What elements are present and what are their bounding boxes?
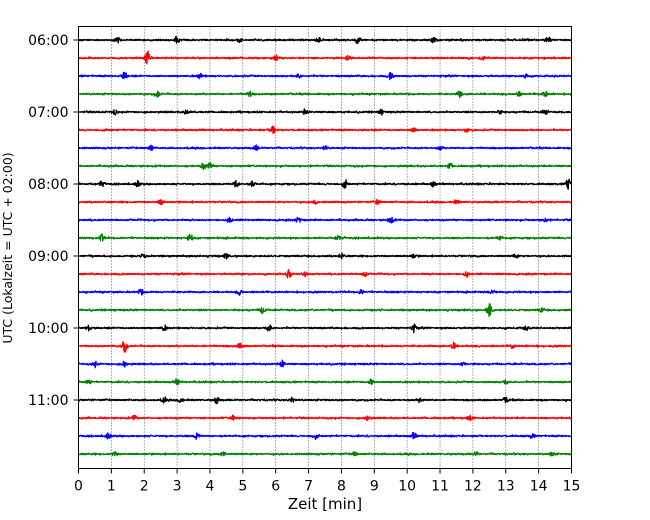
trace-row-0600 [78,35,573,44]
trace-row-1045 [77,378,573,386]
x-axis-label: Zeit [min] [288,495,362,513]
x-tick-label: 0 [74,479,83,495]
trace-row-0900 [78,252,572,260]
trace-row-0815 [77,198,573,206]
trace-row-1145 [78,451,573,457]
x-tick-label: 3 [173,479,182,495]
trace-row-0745 [77,161,573,171]
x-tick-label: 9 [370,479,379,495]
y-tick-label: 09:00 [28,249,68,265]
plot-frame [78,26,572,469]
x-tick-label: 2 [140,479,149,495]
x-tick-label: 7 [304,479,313,495]
trace-row-0730 [78,144,572,152]
y-tick-label: 06:00 [28,33,68,49]
trace-group [77,35,573,457]
trace-row-0845 [78,233,573,242]
trace-row-0630 [78,71,573,81]
trace-row-1015 [77,340,573,353]
x-tick-label: 4 [206,479,215,495]
y-axis-label: UTC (Lokalzeit = UTC + 02:00) [0,152,15,343]
x-tick-label: 13 [497,479,515,495]
x-tick-label: 15 [563,479,581,495]
trace-row-0615 [77,50,573,65]
x-axis-ticks: 0 1 2 3 4 5 6 7 8 9 10 11 12 13 14 15 [74,468,581,495]
x-tick-label: 10 [398,479,416,495]
trace-row-1000 [78,323,573,334]
trace-row-0800 [77,178,573,190]
trace-row-0915 [77,268,572,279]
trace-row-0945 [78,303,573,317]
x-tick-label: 11 [431,479,449,495]
trace-row-1100 [78,396,573,405]
trace-row-0830 [78,216,573,224]
x-tick-label: 12 [464,479,482,495]
trace-row-1130 [77,431,572,441]
x-tick-label: 8 [337,479,346,495]
trace-row-0700 [78,108,572,116]
trace-row-1115 [77,414,573,422]
trace-row-0715 [77,125,572,135]
trace-row-1030 [77,359,572,369]
x-tick-label: 1 [107,479,116,495]
y-axis-ticks: 06:00 07:00 08:00 09:00 10:00 11:00 [28,33,79,409]
y-tick-label: 11:00 [28,393,68,409]
y-tick-label: 08:00 [28,177,68,193]
x-tick-label: 5 [238,479,247,495]
x-tick-label: 6 [271,479,280,495]
x-tick-label: 14 [530,479,548,495]
y-tick-label: 10:00 [28,321,68,337]
trace-row-0645 [78,90,573,99]
trace-row-0930 [77,288,572,297]
y-tick-label: 07:00 [28,105,68,121]
